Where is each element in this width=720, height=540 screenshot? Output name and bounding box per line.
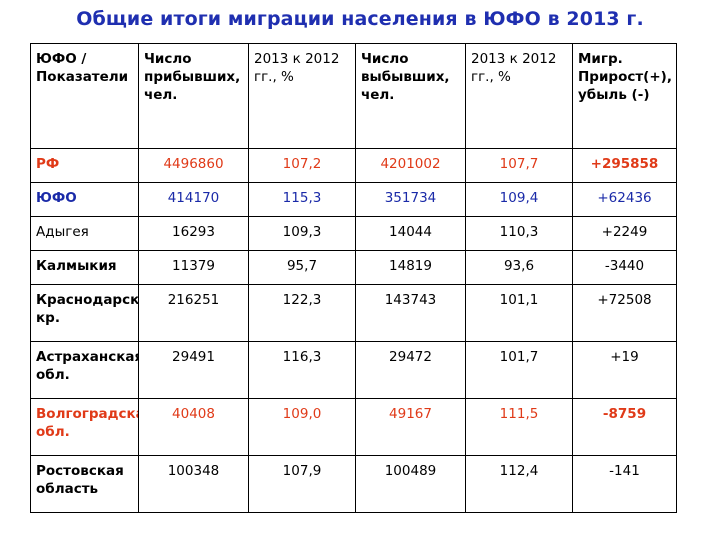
header-arrived-pct: 2013 к 2012 гг., % bbox=[248, 43, 356, 149]
departed-pct-value: 110,3 bbox=[465, 216, 573, 251]
departed-pct-value: 107,7 bbox=[465, 148, 573, 183]
arrived-pct-value: 109,0 bbox=[248, 398, 356, 456]
net-value: -8759 bbox=[572, 398, 677, 456]
header-departed: Число выбывших, чел. bbox=[355, 43, 466, 149]
arrived-pct-value: 115,3 bbox=[248, 182, 356, 217]
header-departed-pct: 2013 к 2012 гг., % bbox=[465, 43, 573, 149]
departed-pct-value: 109,4 bbox=[465, 182, 573, 217]
arrived-value: 414170 bbox=[138, 182, 249, 217]
arrived-pct-value: 122,3 bbox=[248, 284, 356, 342]
table-row: РФ 4496860 107,2 4201002 107,7 +295858 bbox=[30, 148, 677, 183]
table-row: Калмыкия 11379 95,7 14819 93,6 -3440 bbox=[30, 250, 677, 285]
arrived-value: 4496860 bbox=[138, 148, 249, 183]
region-name: Ростовская область bbox=[30, 455, 139, 513]
net-value: +2249 bbox=[572, 216, 677, 251]
header-arrived: Число прибывших, чел. bbox=[138, 43, 249, 149]
region-name: Астраханская обл. bbox=[30, 341, 139, 399]
header-net-migration: Мигр. Прирост(+), убыль (-) bbox=[572, 43, 677, 149]
net-value: +62436 bbox=[572, 182, 677, 217]
region-name: Краснодарский кр. bbox=[30, 284, 139, 342]
arrived-value: 100348 bbox=[138, 455, 249, 513]
arrived-pct-value: 107,2 bbox=[248, 148, 356, 183]
page-title: Общие итоги миграции населения в ЮФО в 2… bbox=[76, 8, 644, 30]
departed-pct-value: 112,4 bbox=[465, 455, 573, 513]
departed-pct-value: 93,6 bbox=[465, 250, 573, 285]
region-name: РФ bbox=[30, 148, 139, 183]
region-name: ЮФО bbox=[30, 182, 139, 217]
net-value: -3440 bbox=[572, 250, 677, 285]
table-row: Астраханская обл. 29491 116,3 29472 101,… bbox=[30, 341, 677, 399]
migration-table: ЮФО / Показатели Число прибывших, чел. 2… bbox=[30, 43, 677, 513]
table-row: Краснодарский кр. 216251 122,3 143743 10… bbox=[30, 284, 677, 342]
arrived-value: 216251 bbox=[138, 284, 249, 342]
net-value: +295858 bbox=[572, 148, 677, 183]
header-region: ЮФО / Показатели bbox=[30, 43, 139, 149]
departed-pct-value: 101,1 bbox=[465, 284, 573, 342]
region-name: Волгоградская обл. bbox=[30, 398, 139, 456]
departed-value: 14819 bbox=[355, 250, 466, 285]
region-name: Калмыкия bbox=[30, 250, 139, 285]
arrived-value: 40408 bbox=[138, 398, 249, 456]
departed-value: 4201002 bbox=[355, 148, 466, 183]
net-value: +72508 bbox=[572, 284, 677, 342]
departed-pct-value: 111,5 bbox=[465, 398, 573, 456]
net-value: +19 bbox=[572, 341, 677, 399]
table-row: Волгоградская обл. 40408 109,0 49167 111… bbox=[30, 398, 677, 456]
departed-pct-value: 101,7 bbox=[465, 341, 573, 399]
departed-value: 351734 bbox=[355, 182, 466, 217]
departed-value: 143743 bbox=[355, 284, 466, 342]
arrived-pct-value: 109,3 bbox=[248, 216, 356, 251]
departed-value: 100489 bbox=[355, 455, 466, 513]
table-row: Ростовская область 100348 107,9 100489 1… bbox=[30, 455, 677, 513]
table-header-row: ЮФО / Показатели Число прибывших, чел. 2… bbox=[30, 43, 677, 149]
departed-value: 29472 bbox=[355, 341, 466, 399]
arrived-pct-value: 107,9 bbox=[248, 455, 356, 513]
arrived-value: 11379 bbox=[138, 250, 249, 285]
region-name: Адыгея bbox=[30, 216, 139, 251]
net-value: -141 bbox=[572, 455, 677, 513]
departed-value: 14044 bbox=[355, 216, 466, 251]
table-row: ЮФО 414170 115,3 351734 109,4 +62436 bbox=[30, 182, 677, 217]
arrived-pct-value: 116,3 bbox=[248, 341, 356, 399]
arrived-value: 16293 bbox=[138, 216, 249, 251]
arrived-value: 29491 bbox=[138, 341, 249, 399]
departed-value: 49167 bbox=[355, 398, 466, 456]
arrived-pct-value: 95,7 bbox=[248, 250, 356, 285]
table-row: Адыгея 16293 109,3 14044 110,3 +2249 bbox=[30, 216, 677, 251]
